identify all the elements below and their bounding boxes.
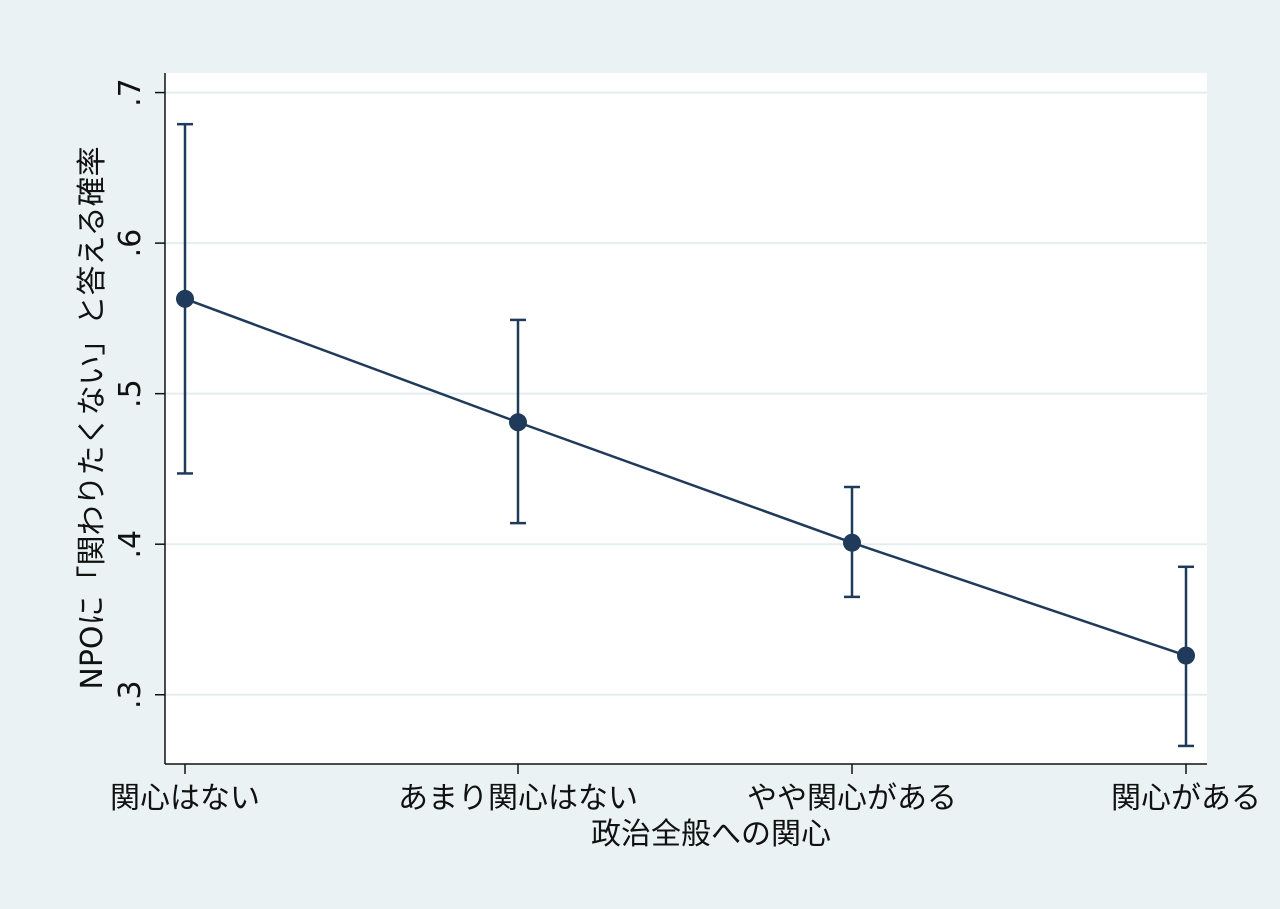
data-points	[176, 289, 1195, 665]
data-point	[843, 533, 861, 552]
y-axis-title: NPOに「関わりたくない」と答える確率	[75, 146, 110, 689]
x-axis-ticks: 関心はない あまり関心はない やや関心がある 関心がある	[110, 764, 1261, 816]
y-tick-label: .4	[113, 530, 148, 559]
y-tick-label: .6	[113, 229, 148, 258]
plot-area	[165, 73, 1207, 764]
data-point	[1177, 646, 1195, 665]
x-tick-label: 関心がある	[1111, 781, 1261, 816]
y-tick-label: .7	[113, 78, 148, 107]
x-tick-label: やや関心がある	[747, 781, 957, 816]
x-tick-label: あまり関心はない	[398, 781, 638, 816]
y-tick-label: .3	[113, 680, 148, 709]
y-tick-label: .5	[113, 379, 148, 408]
x-tick-label: 関心はない	[110, 781, 260, 816]
x-axis-title: 政治全般への関心	[591, 817, 831, 852]
y-axis-ticks: .3 .4 .5 .6 .7	[113, 78, 165, 709]
series-line	[184, 297, 1187, 657]
data-point	[176, 289, 194, 308]
data-point	[509, 413, 527, 432]
gridlines	[165, 91, 1207, 696]
